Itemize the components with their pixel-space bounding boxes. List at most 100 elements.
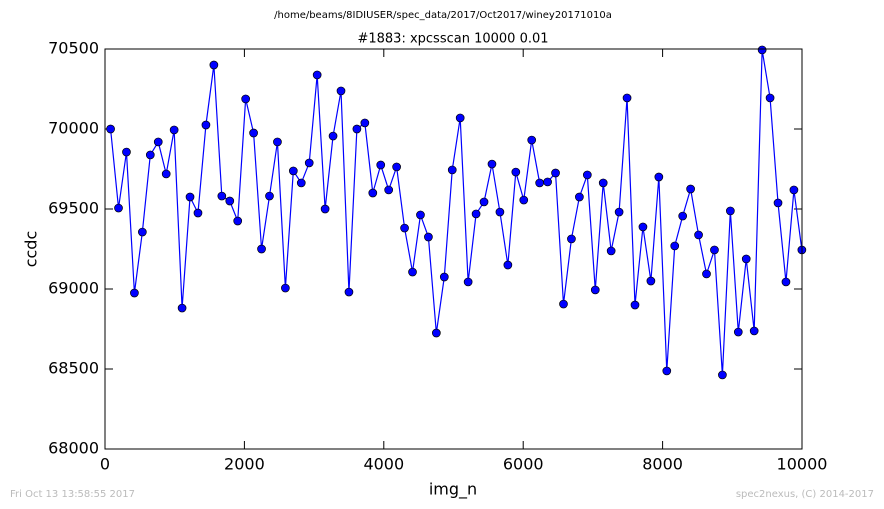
data-point bbox=[153, 137, 163, 147]
data-point bbox=[686, 184, 695, 194]
data-point bbox=[336, 86, 346, 96]
data-point bbox=[773, 198, 783, 208]
data-point bbox=[702, 269, 711, 279]
y-tick-label: 68500 bbox=[48, 359, 99, 378]
data-point bbox=[511, 167, 521, 177]
y-tick-label: 70500 bbox=[48, 39, 99, 58]
data-point bbox=[384, 185, 394, 195]
data-point bbox=[463, 277, 473, 287]
data-point bbox=[138, 227, 147, 237]
data-point bbox=[281, 283, 290, 293]
data-point bbox=[130, 288, 139, 298]
data-point bbox=[725, 206, 735, 216]
data-point bbox=[535, 178, 544, 188]
data-point bbox=[233, 216, 243, 226]
data-point bbox=[265, 191, 274, 201]
x-tick-label: 8000 bbox=[642, 455, 683, 474]
data-point bbox=[622, 93, 632, 103]
data-point bbox=[733, 327, 743, 337]
data-point bbox=[471, 209, 481, 219]
data-point bbox=[487, 159, 497, 169]
data-point bbox=[177, 303, 187, 313]
data-point bbox=[662, 366, 672, 376]
data-point bbox=[638, 222, 648, 232]
data-point bbox=[122, 147, 131, 157]
data-point bbox=[114, 203, 123, 213]
data-point bbox=[296, 178, 306, 188]
data-point bbox=[145, 150, 155, 160]
data-point bbox=[789, 185, 799, 195]
suptitle: /home/beams/8IDIUSER/spec_data/2017/Oct2… bbox=[274, 10, 612, 21]
data-point bbox=[749, 326, 759, 336]
data-point bbox=[567, 234, 576, 244]
data-point bbox=[543, 177, 552, 187]
data-point bbox=[670, 241, 680, 251]
data-point bbox=[209, 60, 219, 70]
data-point bbox=[694, 230, 703, 240]
y-tick-label: 69500 bbox=[48, 199, 99, 218]
data-point bbox=[741, 254, 751, 264]
data-point bbox=[590, 285, 600, 295]
data-point bbox=[606, 246, 616, 256]
data-point bbox=[614, 207, 624, 217]
data-point bbox=[320, 204, 330, 214]
data-point bbox=[193, 208, 203, 218]
y-tick-label: 69000 bbox=[48, 279, 99, 298]
data-point bbox=[559, 299, 568, 309]
data-point bbox=[582, 170, 592, 180]
data-point bbox=[312, 70, 322, 80]
data-point bbox=[161, 169, 171, 179]
data-point bbox=[249, 128, 258, 138]
data-point bbox=[416, 210, 425, 220]
data-point bbox=[225, 196, 235, 206]
data-point bbox=[408, 267, 417, 277]
data-point bbox=[201, 120, 211, 130]
data-point bbox=[304, 158, 314, 168]
data-point bbox=[360, 118, 370, 128]
data-point bbox=[376, 160, 386, 170]
data-point bbox=[781, 277, 791, 287]
footer-date: Fri Oct 13 13:58:55 2017 bbox=[10, 489, 135, 500]
data-point bbox=[352, 124, 362, 134]
data-point bbox=[503, 260, 513, 270]
data-point bbox=[368, 188, 378, 198]
data-point bbox=[495, 207, 505, 217]
data-point bbox=[630, 300, 640, 310]
data-point bbox=[479, 197, 489, 207]
y-tick-label: 68000 bbox=[48, 439, 99, 458]
y-axis-label: ccdc bbox=[22, 231, 41, 268]
data-point bbox=[455, 113, 465, 123]
data-point bbox=[718, 370, 727, 380]
data-point bbox=[678, 211, 688, 221]
x-tick-label: 0 bbox=[100, 455, 110, 474]
data-point bbox=[169, 125, 179, 135]
x-axis-label: img_n bbox=[429, 480, 477, 500]
x-tick-label: 4000 bbox=[363, 455, 404, 474]
data-point bbox=[765, 93, 775, 103]
data-point bbox=[757, 45, 767, 55]
chart-title: #1883: xpcsscan 10000 0.01 bbox=[357, 32, 548, 47]
data-point bbox=[217, 191, 227, 201]
x-tick-label: 10000 bbox=[777, 455, 828, 474]
x-tick-label: 2000 bbox=[224, 455, 265, 474]
data-point bbox=[185, 192, 195, 202]
data-point bbox=[432, 328, 441, 338]
data-point bbox=[598, 178, 608, 188]
data-point bbox=[551, 168, 560, 178]
data-point bbox=[439, 272, 449, 282]
data-line bbox=[109, 49, 803, 375]
data-point bbox=[344, 287, 354, 297]
data-point bbox=[241, 94, 251, 104]
data-point bbox=[288, 166, 298, 176]
data-point bbox=[424, 232, 433, 242]
data-point bbox=[527, 135, 537, 145]
data-point bbox=[392, 162, 401, 172]
data-point bbox=[447, 165, 457, 175]
data-point bbox=[575, 192, 584, 202]
data-point bbox=[257, 244, 266, 254]
data-point bbox=[328, 131, 338, 141]
data-point bbox=[519, 195, 529, 205]
data-point bbox=[400, 223, 409, 233]
data-point bbox=[273, 137, 282, 147]
data-point bbox=[710, 245, 719, 255]
